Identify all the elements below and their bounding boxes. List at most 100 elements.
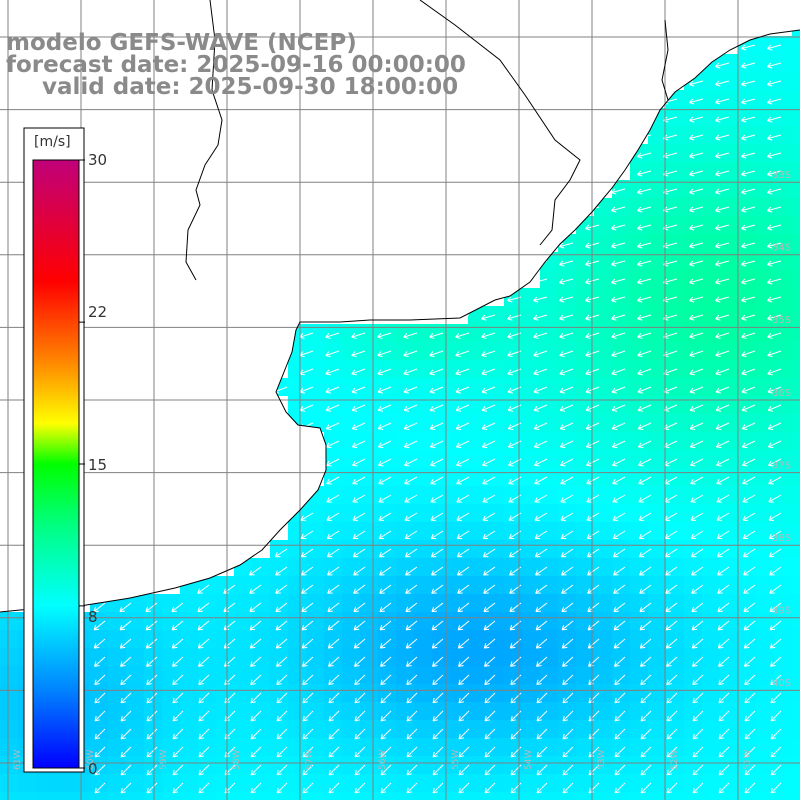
- wind-cell: [774, 252, 792, 270]
- wind-arrow: [536, 764, 548, 776]
- wind-arrow: [744, 692, 756, 704]
- wind-cell: [702, 666, 720, 684]
- wind-cell: [648, 216, 666, 234]
- wind-arrow: [588, 656, 600, 667]
- wind-cell: [378, 378, 396, 396]
- wind-cell: [630, 342, 648, 360]
- wind-cell: [378, 738, 396, 756]
- wind-cell: [630, 216, 648, 234]
- wind-cell: [774, 720, 792, 738]
- wind-cell: [324, 576, 342, 594]
- wind-arrow: [327, 584, 340, 594]
- wind-cell: [126, 684, 144, 702]
- wind-cell: [234, 720, 252, 738]
- wind-cell: [702, 504, 720, 522]
- wind-arrow: [718, 674, 730, 686]
- wind-arrow: [614, 710, 626, 722]
- wind-cell: [414, 756, 432, 774]
- wind-arrow: [691, 620, 704, 631]
- wind-cell: [702, 738, 720, 756]
- wind-cell: [468, 522, 486, 540]
- wind-arrow: [146, 710, 158, 722]
- wind-cell: [558, 576, 576, 594]
- wind-cell: [288, 378, 306, 396]
- wind-arrow: [639, 602, 652, 613]
- wind-cell: [738, 666, 756, 684]
- wind-cell: [468, 432, 486, 450]
- wind-arrow: [250, 782, 262, 794]
- wind-arrow: [769, 638, 782, 649]
- wind-arrow: [561, 584, 574, 594]
- wind-arrow: [351, 332, 366, 339]
- wind-arrow: [559, 314, 574, 321]
- wind-cell: [648, 540, 666, 558]
- wind-cell: [306, 702, 324, 720]
- wind-arrow: [458, 764, 470, 776]
- wind-arrow: [455, 332, 470, 339]
- wind-cell: [54, 792, 72, 800]
- wind-arrow: [768, 494, 782, 503]
- wind-cell: [576, 468, 594, 486]
- wind-cell: [234, 738, 252, 756]
- coastline: [0, 0, 800, 613]
- wind-cell: [270, 666, 288, 684]
- wind-arrow: [380, 656, 392, 667]
- wind-cell: [558, 738, 576, 756]
- wind-cell: [324, 522, 342, 540]
- wind-cell: [648, 558, 666, 576]
- wind-cell: [756, 738, 774, 756]
- wind-arrow: [715, 332, 730, 339]
- wind-arrow: [614, 656, 626, 667]
- wind-arrow: [689, 386, 704, 394]
- wind-cell: [576, 702, 594, 720]
- wind-cell: [504, 540, 522, 558]
- wind-cell: [558, 630, 576, 648]
- wind-cell: [54, 774, 72, 792]
- wind-cell: [414, 342, 432, 360]
- wind-cell: [702, 396, 720, 414]
- wind-cell: [774, 216, 792, 234]
- wind-cell: [324, 612, 342, 630]
- wind-cell: [792, 594, 800, 612]
- wind-arrow: [94, 674, 106, 686]
- wind-cell: [396, 360, 414, 378]
- wind-cell: [630, 774, 648, 792]
- wind-cell: [360, 666, 378, 684]
- wind-cell: [666, 774, 684, 792]
- wind-cell: [414, 360, 432, 378]
- wind-cell: [756, 126, 774, 144]
- wind-arrow: [744, 674, 756, 686]
- wind-arrow: [403, 350, 418, 358]
- wind-arrow: [535, 584, 548, 594]
- wind-arrow: [611, 404, 626, 412]
- wind-arrow: [715, 440, 730, 449]
- wind-cell: [198, 702, 216, 720]
- wind-cell: [774, 738, 792, 756]
- wind-arrow: [613, 602, 626, 613]
- wind-arrow: [351, 440, 366, 449]
- wind-cell: [90, 684, 108, 702]
- wind-cell: [288, 774, 306, 792]
- wind-cell: [198, 684, 216, 702]
- wind-arrow: [767, 422, 782, 430]
- wind-cell: [612, 306, 630, 324]
- wind-cell: [450, 360, 468, 378]
- map-title-forecast-date: forecast date: 2025-09-16 00:00:00: [6, 52, 466, 78]
- wind-cell: [738, 252, 756, 270]
- wind-cell: [306, 558, 324, 576]
- wind-cell: [432, 720, 450, 738]
- wind-arrow: [276, 692, 288, 704]
- wind-cell: [324, 738, 342, 756]
- wind-cell: [792, 378, 800, 396]
- wind-cell: [396, 594, 414, 612]
- wind-arrow: [741, 260, 756, 267]
- wind-cell: [630, 414, 648, 432]
- wind-arrow: [691, 566, 704, 576]
- wind-cell: [324, 450, 342, 468]
- wind-arrow: [715, 188, 730, 195]
- wind-cell: [594, 648, 612, 666]
- wind-cell: [558, 342, 576, 360]
- wind-arrow: [482, 548, 496, 558]
- wind-cell: [774, 522, 792, 540]
- wind-arrow: [354, 710, 366, 722]
